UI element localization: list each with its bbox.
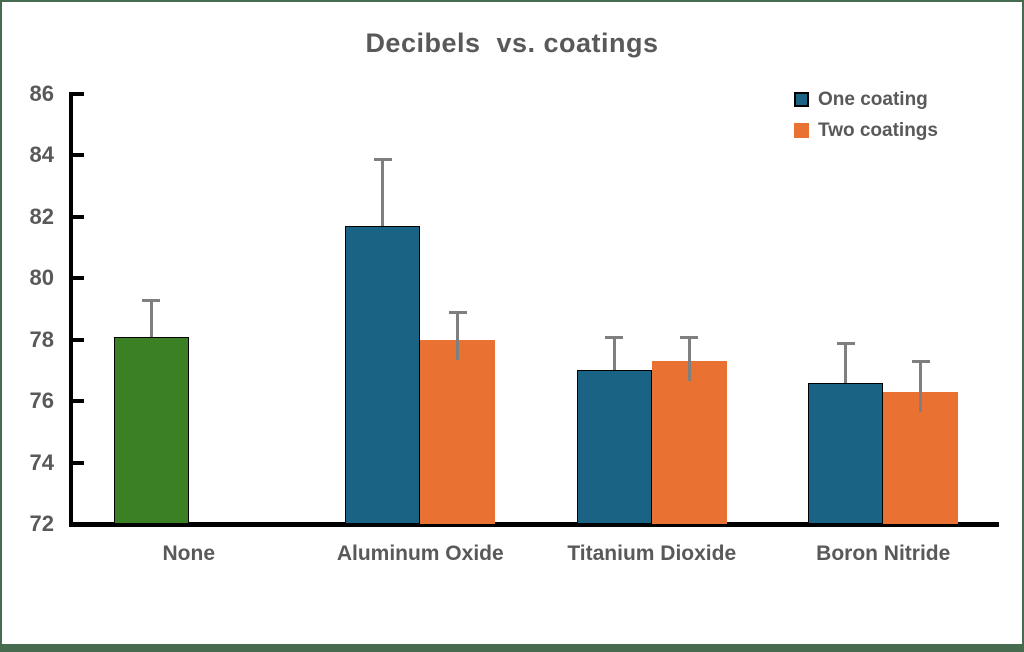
legend-label: Two coatings — [818, 120, 938, 141]
error-cap — [680, 335, 699, 339]
legend: One coating Two coatings — [794, 87, 938, 149]
x-category-label: Titanium Dioxide — [567, 542, 737, 565]
legend-item: One coating — [794, 87, 938, 112]
y-tick-label: 76 — [29, 388, 54, 414]
error-cap — [448, 311, 467, 315]
y-tick — [73, 92, 84, 96]
x-category-label: Aluminum Oxide — [336, 542, 504, 565]
legend-swatch-icon — [794, 92, 809, 107]
error-whisker — [149, 299, 153, 337]
error-cap — [605, 335, 624, 339]
y-tick — [73, 276, 84, 281]
error-whisker — [456, 312, 460, 360]
x-category-label: None — [162, 542, 216, 565]
error-cap — [911, 360, 930, 364]
error-whisker — [687, 336, 691, 382]
error-cap — [373, 157, 392, 161]
y-tick — [73, 399, 84, 404]
x-category-label: Boron Nitride — [816, 542, 951, 565]
error-whisker — [612, 336, 616, 371]
y-tick — [73, 214, 84, 219]
error-whisker — [381, 158, 385, 227]
chart-title: Decibels vs. coatings — [365, 28, 659, 58]
y-tick-label: 80 — [29, 265, 54, 291]
y-tick-label: 84 — [29, 142, 54, 168]
y-tick-label: 72 — [29, 511, 54, 536]
bar-two-coatings-1 — [420, 339, 496, 524]
error-cap — [142, 298, 161, 302]
y-tick-label: 86 — [29, 81, 54, 106]
error-cap — [836, 341, 855, 345]
bar-one-coating-0 — [113, 336, 189, 524]
bar-one-coating-1 — [345, 226, 421, 524]
y-tick — [73, 153, 84, 158]
y-tick-label: 82 — [29, 203, 54, 229]
x-axis-line — [69, 522, 999, 527]
y-tick — [73, 522, 84, 526]
bar-one-coating-3 — [808, 382, 884, 524]
legend-item: Two coatings — [794, 118, 938, 143]
y-axis-line — [69, 92, 73, 526]
bar-two-coatings-2 — [651, 361, 727, 524]
y-tick-label: 78 — [29, 326, 54, 352]
error-whisker — [919, 361, 923, 412]
bar-one-coating-2 — [576, 370, 652, 524]
y-tick-label: 74 — [29, 449, 54, 475]
legend-swatch-icon — [794, 123, 809, 138]
legend-label: One coating — [818, 89, 928, 110]
y-tick — [73, 460, 84, 465]
bar-two-coatings-3 — [883, 391, 959, 524]
error-whisker — [844, 342, 848, 383]
y-tick — [73, 337, 84, 342]
